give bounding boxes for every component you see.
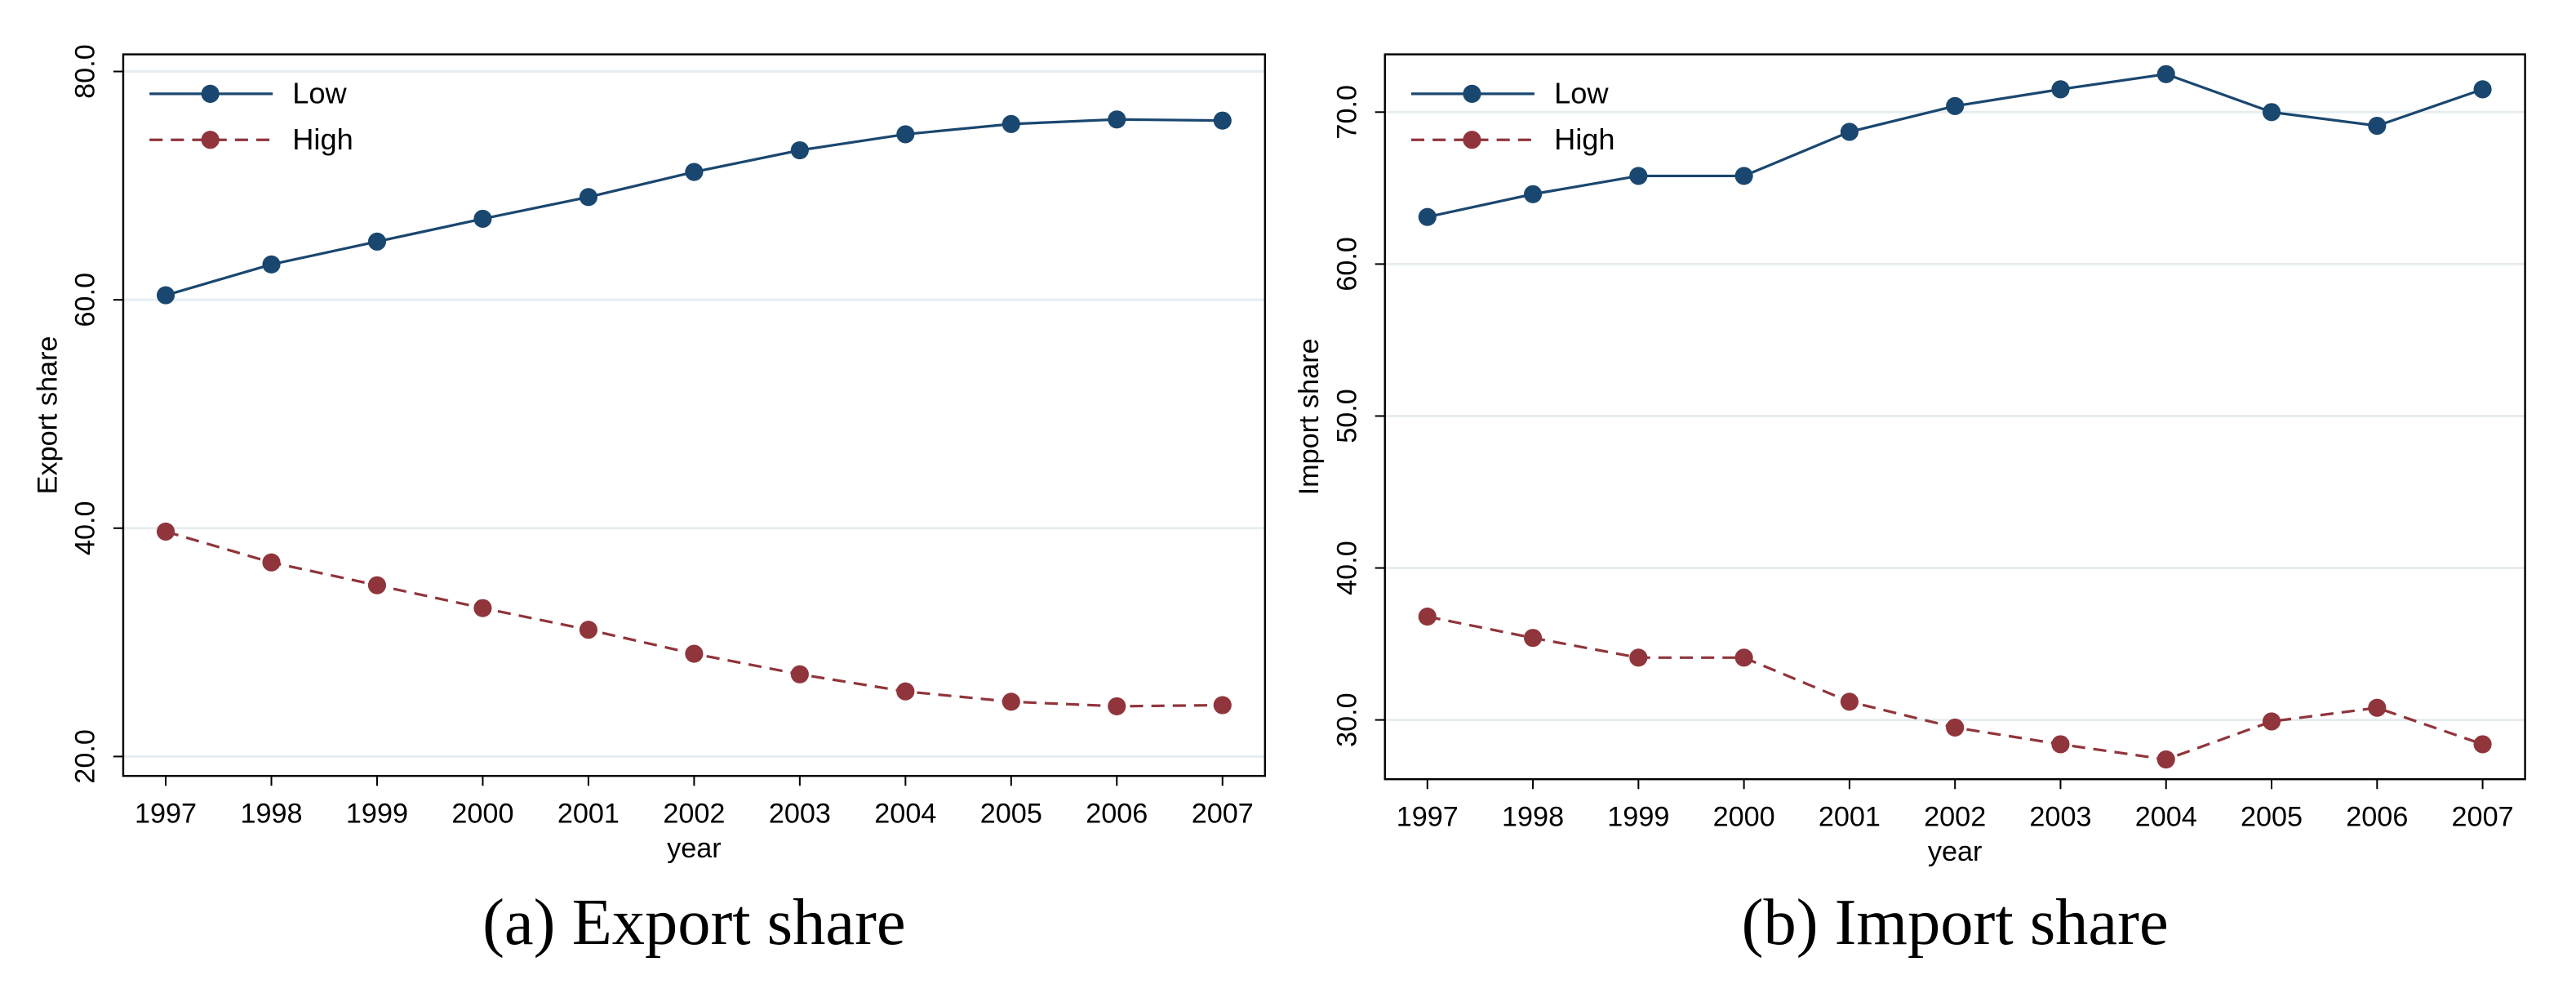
point	[1629, 167, 1648, 185]
point	[2156, 65, 2175, 83]
point	[1523, 185, 1543, 203]
x-tick-label: 2000	[1713, 802, 1775, 833]
x-tick-label: 1999	[1607, 802, 1669, 833]
caption: (a) Export share	[482, 886, 906, 959]
point	[1108, 110, 1126, 129]
y-tick-label: 50.0	[1332, 389, 1363, 443]
point	[790, 665, 809, 684]
legend-marker	[1463, 84, 1481, 103]
x-tick-label: 1999	[346, 799, 408, 830]
x-tick-label: 2002	[663, 799, 725, 830]
x-tick-label: 1998	[240, 799, 302, 830]
point	[1840, 692, 1859, 711]
caption: (b) Import share	[1742, 886, 2169, 959]
x-tick-label: 2007	[1192, 799, 1254, 830]
x-tick-label: 2005	[980, 799, 1042, 830]
legend-label: High	[1554, 122, 1615, 156]
legend-marker	[1463, 131, 1481, 149]
point	[896, 682, 915, 701]
y-tick-label: 60.0	[1332, 237, 1363, 292]
point	[790, 140, 809, 160]
x-tick-label: 2001	[557, 799, 620, 830]
x-tick-label: 2001	[1819, 802, 1881, 833]
point	[1734, 167, 1753, 185]
point	[2051, 735, 2070, 754]
x-tick-label: 2003	[2029, 802, 2091, 833]
x-tick-label: 2006	[2346, 802, 2408, 833]
x-tick-label: 2000	[451, 799, 513, 830]
point	[1946, 718, 1965, 737]
series-line	[165, 530, 1223, 708]
point	[1108, 697, 1126, 715]
point	[473, 209, 492, 228]
y-tick-label: 30.0	[1332, 692, 1363, 747]
point	[2262, 712, 2281, 731]
point	[1734, 648, 1753, 667]
x-tick-label: 2005	[2241, 802, 2303, 833]
point	[262, 255, 281, 274]
point	[473, 599, 492, 617]
y-axis-label: Import share	[1294, 338, 1325, 495]
point	[896, 125, 915, 144]
point	[1002, 692, 1020, 711]
y-axis-label: Export share	[32, 336, 63, 494]
legend-label: High	[292, 122, 353, 156]
point	[1523, 629, 1543, 648]
point	[685, 163, 704, 181]
point	[2051, 80, 2070, 99]
legend-marker	[201, 131, 220, 149]
y-tick-label: 40.0	[1332, 541, 1363, 595]
point	[2473, 80, 2492, 99]
x-tick-label: 2004	[2135, 802, 2197, 833]
point	[2368, 116, 2387, 136]
y-tick-label: 60.0	[70, 273, 101, 327]
point	[262, 553, 281, 572]
x-tick-label: 2002	[1924, 802, 1986, 833]
point	[579, 621, 597, 639]
x-tick-label: 1997	[1397, 802, 1459, 833]
x-tick-label: 1998	[1502, 802, 1564, 833]
y-tick-label: 40.0	[70, 501, 101, 555]
series-line	[1427, 615, 2484, 761]
point	[156, 522, 175, 541]
point	[1418, 608, 1437, 626]
legend-marker	[201, 84, 220, 103]
legend-label: Low	[292, 76, 347, 109]
point	[156, 286, 175, 305]
legend-label: Low	[1554, 76, 1609, 109]
point	[1418, 207, 1437, 226]
point	[685, 644, 704, 663]
point	[1629, 648, 1648, 667]
y-tick-label: 70.0	[1332, 85, 1363, 140]
point	[579, 188, 597, 207]
plot-frame	[1383, 53, 2526, 781]
y-tick-label: 20.0	[70, 729, 101, 784]
x-tick-label: 1997	[135, 799, 197, 830]
point	[1213, 111, 1232, 130]
point	[2262, 103, 2281, 122]
point	[1946, 96, 1965, 115]
y-tick-label: 80.0	[70, 44, 101, 99]
plot-frame	[122, 53, 1267, 777]
point	[1840, 122, 1859, 141]
x-tick-label: 2007	[2452, 802, 2514, 833]
x-axis-label: year	[1928, 836, 1983, 867]
point	[2368, 698, 2387, 717]
x-tick-label: 2004	[874, 799, 936, 830]
x-axis-label: year	[667, 833, 722, 864]
point	[367, 232, 387, 251]
point	[2156, 750, 2175, 769]
point	[1002, 114, 1020, 133]
x-tick-label: 2003	[769, 799, 831, 830]
x-tick-label: 2006	[1086, 799, 1148, 830]
point	[2473, 735, 2492, 754]
point	[367, 576, 387, 594]
point	[1213, 696, 1232, 715]
